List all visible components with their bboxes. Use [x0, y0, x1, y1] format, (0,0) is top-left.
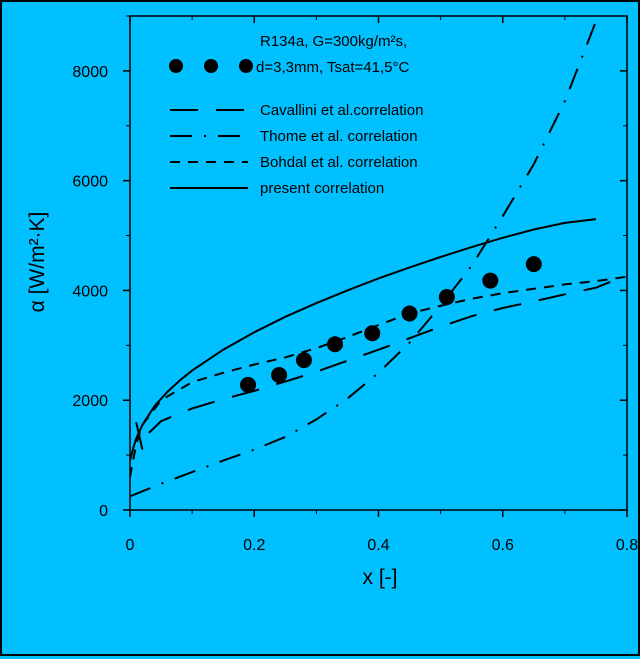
- data-point: [271, 366, 288, 383]
- y-tick-label: 0: [99, 503, 108, 520]
- legend-points-label-line1: R134a, G=300kg/m²s,: [260, 33, 407, 50]
- data-point: [327, 336, 344, 353]
- data-point: [401, 305, 418, 322]
- x-tick-label: 0.4: [367, 537, 389, 554]
- plot-area: [129, 15, 628, 511]
- y-axis-title: α [W/m²·K]: [26, 212, 49, 313]
- legend-label-bohdal: Bohdal et al. correlation: [260, 154, 418, 171]
- data-point: [364, 325, 381, 342]
- x-tick-label: 0.8: [616, 537, 638, 554]
- series-line-cavallini: [135, 274, 627, 454]
- series-line-thome: [130, 21, 597, 498]
- data-point: [482, 272, 499, 289]
- legend-label-cavallini: Cavallini et al.correlation: [260, 102, 423, 119]
- data-point: [240, 376, 257, 393]
- series-line-present: [130, 218, 597, 461]
- series-line-bohdal: [130, 275, 627, 478]
- x-tick-label: 0: [126, 537, 135, 554]
- data-point: [295, 352, 312, 369]
- x-tick-label: 0.2: [243, 537, 265, 554]
- legend-point-marker-3: [239, 59, 253, 73]
- y-tick-label: 4000: [72, 283, 108, 300]
- y-tick-label: 8000: [72, 64, 108, 81]
- x-axis-title: x [-]: [363, 566, 398, 589]
- legend: R134a, G=300kg/m²s, d=3,3mm, Tsat=41,5°C…: [169, 33, 423, 197]
- legend-points-label-line2: d=3,3mm, Tsat=41,5°C: [256, 59, 409, 76]
- legend-point-marker-1: [169, 59, 183, 73]
- data-point: [525, 256, 542, 273]
- data-point: [438, 289, 455, 306]
- x-tick-label: 0.6: [492, 537, 514, 554]
- legend-label-present: present correlation: [260, 180, 384, 197]
- legend-label-thome: Thome et al. correlation: [260, 128, 418, 145]
- y-tick-label: 6000: [72, 174, 108, 191]
- legend-point-marker-2: [204, 59, 218, 73]
- y-tick-label: 2000: [72, 393, 108, 410]
